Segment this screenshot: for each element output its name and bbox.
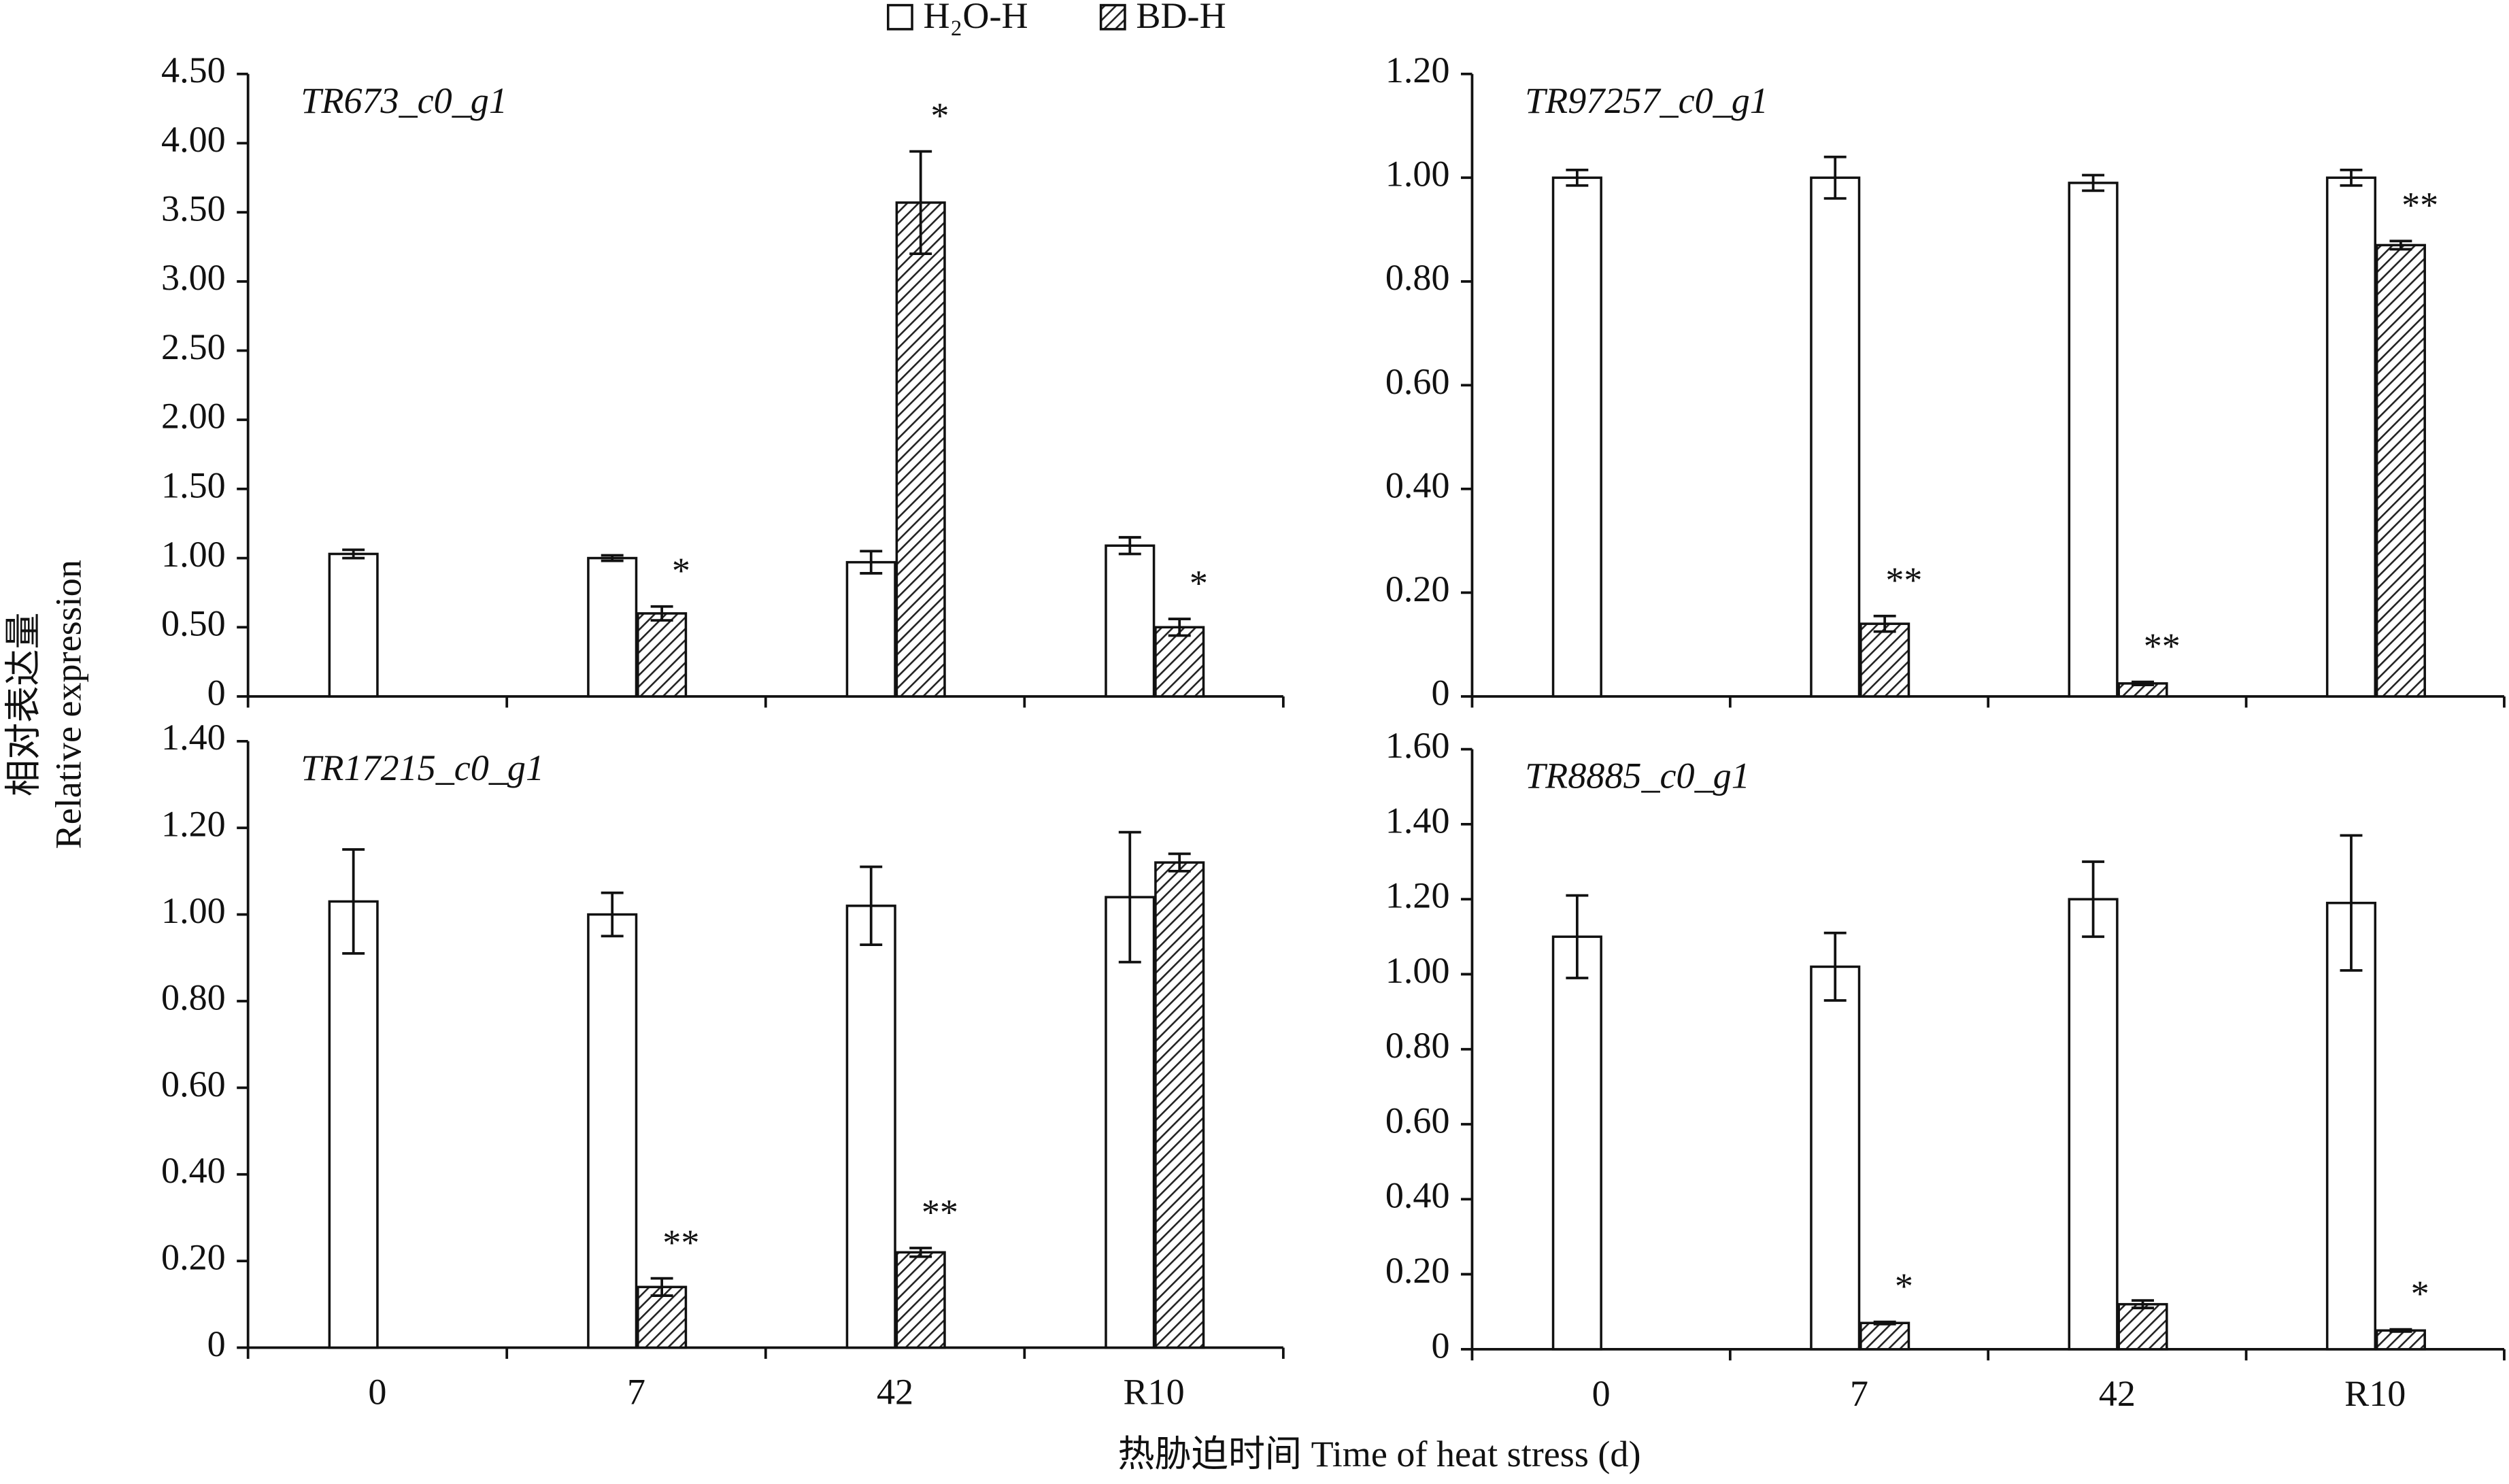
significance-label: **	[1885, 560, 1922, 601]
y-axis-label: Relative expression	[48, 560, 88, 849]
y-tick-label: 3.00	[161, 257, 226, 298]
significance-label: *	[2411, 1273, 2429, 1314]
significance-label: **	[2402, 185, 2438, 226]
y-tick-label: 0.50	[161, 603, 226, 644]
y-tick-label: 0.60	[1385, 361, 1450, 402]
x-tick-label: 7	[627, 1371, 645, 1412]
significance-label: **	[662, 1222, 699, 1263]
bar	[895, 1251, 946, 1349]
y-tick-label: 0.60	[1385, 1100, 1450, 1141]
significance-label: *	[1190, 562, 1208, 603]
y-tick-label: 1.00	[1385, 154, 1450, 195]
bar	[1105, 896, 1156, 1349]
y-tick-label: 2.00	[161, 396, 226, 437]
x-tick-label: 42	[877, 1371, 913, 1412]
bar	[1810, 176, 1861, 698]
y-tick-label: 0.80	[1385, 1025, 1450, 1066]
bar	[1154, 861, 1205, 1349]
chart-title: TR673_c0_g1	[301, 80, 507, 121]
bar	[1859, 622, 1910, 698]
y-tick-label: 1.20	[1385, 50, 1450, 90]
bar	[328, 552, 379, 698]
significance-label: *	[672, 550, 690, 591]
y-tick-label: 0.60	[161, 1064, 226, 1104]
chart-title: TR97257_c0_g1	[1525, 80, 1768, 121]
x-axis-label: 热胁迫时间 Time of heat stress (d)	[1118, 1434, 1641, 1474]
bar	[637, 1285, 688, 1349]
y-tick-label: 1.20	[1385, 875, 1450, 916]
y-tick-label: 3.50	[161, 188, 226, 229]
bar	[2117, 1302, 2168, 1351]
y-tick-label: 1.00	[161, 890, 226, 931]
y-axis-label: 相对表达量	[3, 612, 44, 796]
x-tick-label: 42	[2099, 1373, 2136, 1414]
bar	[1551, 176, 1602, 698]
bar	[2068, 898, 2119, 1351]
bar	[1154, 626, 1205, 698]
bar	[1859, 1321, 1910, 1351]
significance-label: **	[922, 1192, 958, 1232]
y-tick-label: 4.50	[161, 50, 226, 90]
legend-label: H₂O-H	[923, 0, 1028, 36]
y-tick-label: 0.20	[161, 1237, 226, 1278]
x-tick-label: 0	[1592, 1373, 1611, 1414]
bar	[2325, 176, 2377, 698]
chart-title: TR17215_c0_g1	[301, 747, 544, 788]
y-tick-label: 1.50	[161, 465, 226, 505]
bar	[2068, 182, 2119, 698]
bar	[637, 612, 688, 698]
y-tick-label: 2.50	[161, 326, 226, 367]
y-tick-label: 0	[1431, 1325, 1449, 1366]
y-tick-label: 1.60	[1385, 725, 1450, 766]
legend-swatch	[1099, 3, 1126, 31]
bar	[2375, 243, 2426, 698]
y-tick-label: 1.20	[161, 804, 226, 845]
y-tick-label: 1.40	[1385, 800, 1450, 841]
bar	[587, 913, 638, 1349]
bar	[1551, 935, 1602, 1351]
y-tick-label: 1.00	[1385, 950, 1450, 991]
x-tick-label: 0	[368, 1371, 386, 1412]
y-tick-label: 0.80	[1385, 257, 1450, 298]
y-tick-label: 0.80	[161, 977, 226, 1017]
y-tick-label: 0	[207, 1323, 226, 1364]
bar	[845, 905, 896, 1349]
x-tick-label: R10	[2344, 1373, 2406, 1414]
bar	[587, 556, 638, 698]
significance-label: *	[930, 95, 949, 136]
y-tick-label: 0.20	[1385, 1250, 1450, 1291]
bar	[895, 201, 946, 698]
significance-label: *	[1895, 1266, 1913, 1306]
bar	[845, 560, 896, 698]
legend-swatch	[886, 3, 913, 31]
y-tick-label: 4.00	[161, 119, 226, 160]
chart-title: TR8885_c0_g1	[1525, 756, 1750, 796]
y-tick-label: 0.40	[161, 1150, 226, 1191]
y-tick-label: 0	[1431, 672, 1449, 713]
x-tick-label: R10	[1123, 1371, 1184, 1412]
y-tick-label: 1.40	[161, 717, 226, 758]
bar	[1105, 544, 1156, 698]
bar	[2375, 1329, 2426, 1351]
significance-label: **	[2144, 626, 2180, 667]
y-tick-label: 1.00	[161, 534, 226, 575]
legend-label: BD-H	[1136, 0, 1226, 36]
bar	[1810, 965, 1861, 1351]
x-tick-label: 7	[1850, 1373, 1868, 1414]
y-tick-label: 0	[207, 672, 226, 713]
y-tick-label: 0.20	[1385, 569, 1450, 609]
y-tick-label: 0.40	[1385, 1175, 1450, 1216]
y-tick-label: 0.40	[1385, 465, 1450, 505]
bar	[328, 900, 379, 1349]
